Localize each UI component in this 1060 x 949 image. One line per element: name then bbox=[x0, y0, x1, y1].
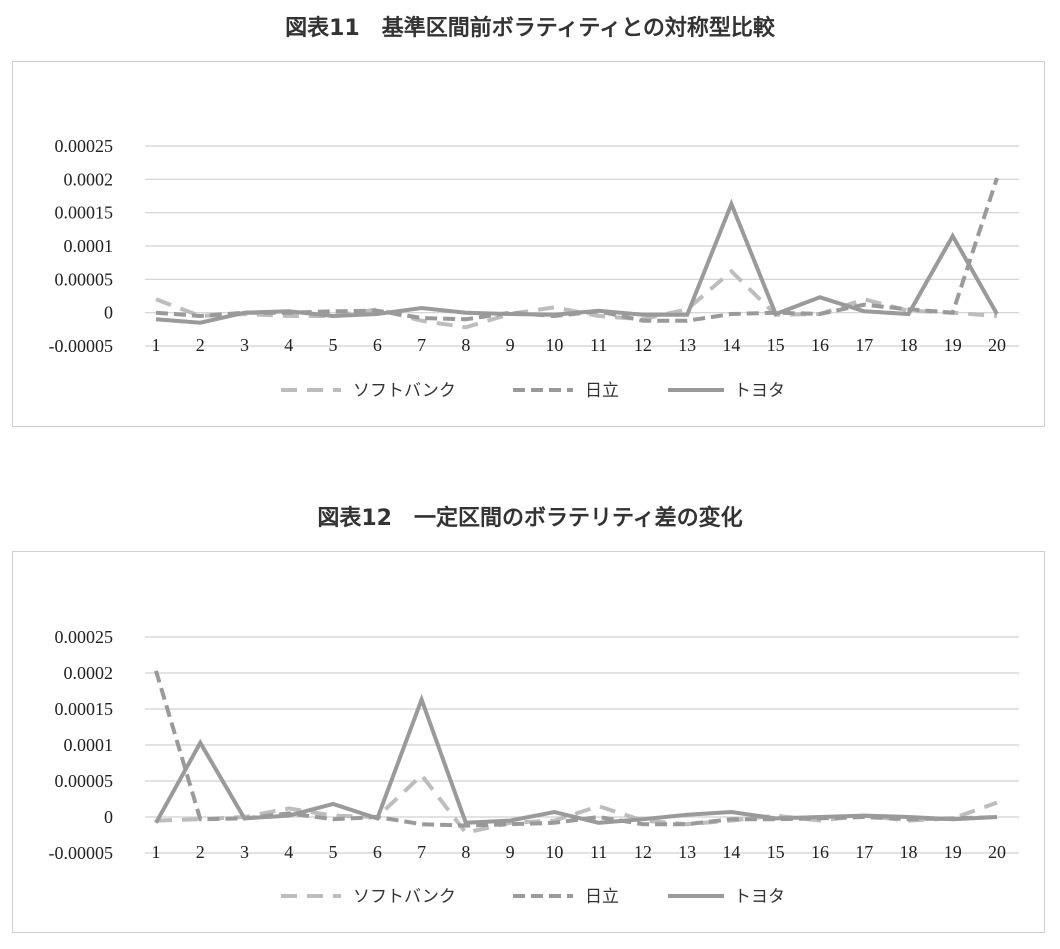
chart2-x-tick-label: 20 bbox=[988, 842, 1006, 862]
chart1-x-tick-label: 14 bbox=[722, 335, 740, 355]
chart2-x-tick-label: 16 bbox=[811, 842, 829, 862]
chart1-series-line-トヨタ bbox=[155, 198, 999, 325]
chart2-x-tick-label: 15 bbox=[767, 842, 785, 862]
chart2-x-tick-label: 10 bbox=[545, 842, 563, 862]
chart1-x-tick-label: 8 bbox=[461, 335, 470, 355]
chart2-series-line-トヨタ bbox=[154, 693, 998, 825]
chart1-x-tick-label: 3 bbox=[240, 335, 249, 355]
chart2-x-tick-label: 17 bbox=[855, 842, 873, 862]
chart2-x-tick-label: 14 bbox=[722, 842, 740, 862]
chart1-y-tick-label: 0.0001 bbox=[64, 236, 114, 256]
chart1-x-tick-label: 20 bbox=[988, 335, 1006, 355]
chart2-title: 図表12 一定区間のボラテリティ差の変化 bbox=[317, 506, 743, 531]
chart2-series-line-ソフトバンク bbox=[155, 772, 998, 836]
chart1-y-tick-label: 0.00005 bbox=[55, 269, 114, 289]
chart1-x-tick-label: 2 bbox=[196, 335, 205, 355]
chart1-title: 図表11 基準区間前ボラティティとの対称型比較 bbox=[285, 16, 775, 41]
chart2-y-tick-label: 0.00025 bbox=[55, 627, 114, 647]
chart1-legend-label: 日立 bbox=[585, 381, 619, 401]
chart1-x-tick-label: 9 bbox=[506, 335, 515, 355]
chart1-x-tick-label: 1 bbox=[152, 335, 161, 355]
chart2-x-tick-label: 4 bbox=[284, 842, 293, 862]
chart2-series-line-日立 bbox=[154, 670, 998, 828]
chart2-x-tick-label: 8 bbox=[461, 842, 470, 862]
chart2-x-tick-label: 6 bbox=[373, 842, 382, 862]
chart2-x-tick-label: 12 bbox=[634, 842, 652, 862]
chart1-y-tick-label: 0 bbox=[104, 303, 113, 323]
chart2-y-tick-label: 0.0001 bbox=[64, 735, 114, 755]
chart2-x-tick-label: 7 bbox=[417, 842, 426, 862]
chart2-x-tick-label: 3 bbox=[240, 842, 249, 862]
chart1-x-tick-label: 17 bbox=[855, 335, 873, 355]
chart1-x-tick-label: 13 bbox=[678, 335, 696, 355]
chart2-legend-label: 日立 bbox=[585, 887, 619, 907]
chart1-x-tick-label: 15 bbox=[767, 335, 785, 355]
chart2-y-tick-label: 0 bbox=[104, 807, 113, 827]
chart2-x-tick-label: 2 bbox=[196, 842, 205, 862]
chart2-x-tick-label: 11 bbox=[590, 842, 607, 862]
chart1-x-tick-label: 10 bbox=[545, 335, 563, 355]
chart1-frame: 0.00025 0.0002 0.00015 0.0001 0.00005 0 -0.000… bbox=[12, 61, 1045, 427]
chart2-x-tick-label: 13 bbox=[678, 842, 696, 862]
chart1-x-tick-label: 18 bbox=[899, 335, 917, 355]
chart1-y-tick-label: 0.00015 bbox=[55, 203, 114, 223]
chart2-legend-label: ソフトバンク bbox=[353, 887, 456, 907]
chart2-y-tick-label: 0.00015 bbox=[55, 699, 114, 719]
chart2-x-tick-label: 1 bbox=[152, 842, 161, 862]
chart2-svg: 0.00025 0.0002 0.00015 0.0001 0.00005 0 -0.000… bbox=[49, 627, 1019, 907]
chart2-frame: 0.00025 0.0002 0.00015 0.0001 0.00005 0 -0.000… bbox=[12, 551, 1045, 933]
chart2-y-tick-label: 0.00005 bbox=[55, 771, 114, 791]
chart1-y-tick-label: 0.00025 bbox=[55, 136, 114, 156]
chart1-x-tick-label: 4 bbox=[284, 335, 293, 355]
chart1-x-tick-label: 16 bbox=[811, 335, 829, 355]
chart1-legend-label: ソフトバンク bbox=[353, 381, 456, 401]
chart2-y-tick-label: 0.0002 bbox=[64, 663, 114, 683]
chart1-legend-label: トヨタ bbox=[734, 381, 785, 401]
chart1-y-tick-label: 0.0002 bbox=[64, 169, 114, 189]
chart1-x-tick-label: 11 bbox=[590, 335, 607, 355]
chart2-x-tick-label: 18 bbox=[899, 842, 917, 862]
chart2-y-tick-label: -0.00005 bbox=[49, 843, 114, 863]
chart2-x-tick-label: 9 bbox=[506, 842, 515, 862]
chart1-x-tick-label: 7 bbox=[417, 335, 426, 355]
chart1-x-tick-label: 19 bbox=[944, 335, 962, 355]
chart1-x-tick-label: 12 bbox=[634, 335, 652, 355]
chart2-x-tick-label: 19 bbox=[944, 842, 962, 862]
chart2-x-tick-label: 5 bbox=[329, 842, 338, 862]
chart1-x-tick-label: 5 bbox=[329, 335, 338, 355]
chart1-svg: 0.00025 0.0002 0.00015 0.0001 0.00005 0 -0.000… bbox=[49, 136, 1019, 401]
chart1-y-tick-label: -0.00005 bbox=[49, 336, 114, 356]
chart2-legend-label: トヨタ bbox=[734, 887, 785, 907]
chart1-x-tick-label: 6 bbox=[373, 335, 382, 355]
